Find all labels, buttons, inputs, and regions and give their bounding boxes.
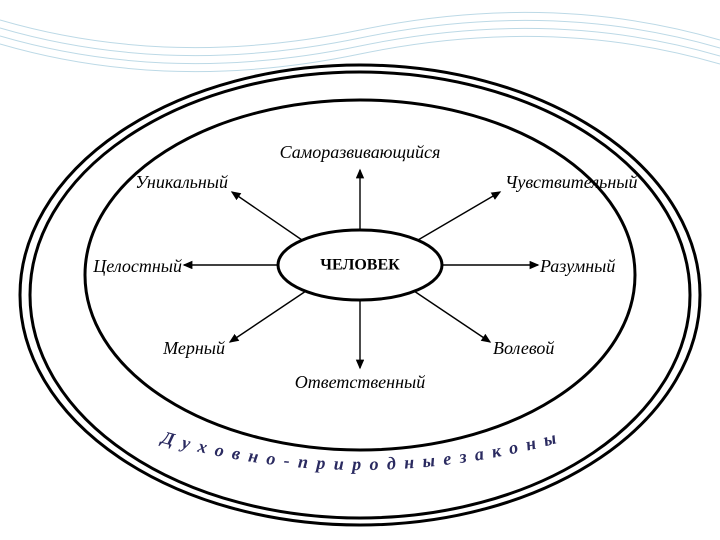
concept-diagram: ЧЕЛОВЕК Саморазвивающийся Чувствительный Р… [0, 0, 720, 540]
arrow-br [414, 291, 490, 342]
spoke-label-br: Волевой [493, 338, 554, 358]
spoke-label-top: Саморазвивающийся [280, 142, 441, 162]
diagram-stage: ЧЕЛОВЕК Саморазвивающийся Чувствительный Р… [0, 0, 720, 540]
spoke-label-bl: Мерный [162, 338, 225, 358]
arrow-bl [230, 291, 306, 342]
arrow-tl [232, 192, 302, 240]
spoke-label-bot: Ответственный [295, 372, 425, 392]
center-label: ЧЕЛОВЕК [320, 257, 400, 274]
spoke-label-right: Разумный [539, 256, 615, 276]
arrow-tr [418, 192, 500, 240]
spoke-label-tl: Уникальный [135, 172, 228, 192]
spoke-label-tr: Чувствительный [505, 172, 637, 192]
spoke-label-left: Целостный [92, 256, 182, 276]
